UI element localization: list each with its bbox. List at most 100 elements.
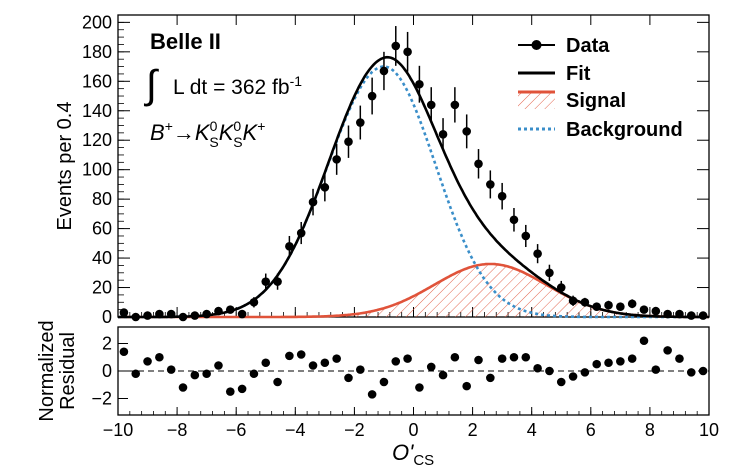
residual-point xyxy=(155,352,164,362)
data-point xyxy=(509,215,519,225)
residual-point xyxy=(273,377,282,387)
top-y-tick-label: 0 xyxy=(102,307,112,327)
decay-label: B+→K0 SK0 SK+ xyxy=(150,118,265,150)
data-point xyxy=(119,308,129,317)
bottom-axis-ticks: −10 −8 −6 −4 −2 0 2 4 6 8 10 −2 0 2 xyxy=(91,334,719,441)
x-axis-label: O'CS xyxy=(392,440,434,469)
data-point xyxy=(261,277,271,286)
bottom-y-tick-label: −2 xyxy=(91,389,112,409)
data-point xyxy=(474,159,483,169)
data-point xyxy=(202,309,211,319)
top-y-tick-label: 40 xyxy=(92,248,112,268)
residual-point xyxy=(627,354,637,363)
data-point xyxy=(356,118,365,127)
data-point xyxy=(308,197,318,207)
top-y-axis-label: Events per 0.4 xyxy=(54,102,76,231)
residual-point xyxy=(344,373,353,383)
top-y-tick-label: 180 xyxy=(82,42,112,62)
bottom-y-axis-label-line1: Normalized xyxy=(36,320,58,421)
legend-background-label: Background xyxy=(566,119,683,141)
x-tick-label: 8 xyxy=(645,420,655,440)
residual-point xyxy=(639,336,649,346)
data-point xyxy=(225,305,235,314)
legend-signal-label: Signal xyxy=(566,90,626,112)
luminosity-label: L dt = 362 fb-1 xyxy=(173,73,302,99)
residual-point xyxy=(214,361,223,370)
x-tick-label: −2 xyxy=(344,420,365,440)
x-tick-label: 2 xyxy=(468,420,478,440)
residual-point xyxy=(509,352,519,362)
residual-points xyxy=(119,336,708,399)
data-point xyxy=(521,231,531,241)
data-point xyxy=(426,100,436,110)
residual-point xyxy=(178,383,188,392)
residual-point xyxy=(367,390,377,399)
data-point xyxy=(627,299,637,309)
residual-point xyxy=(580,368,590,377)
data-point xyxy=(143,311,152,320)
x-tick-label: 10 xyxy=(699,420,719,440)
data-point xyxy=(450,100,460,110)
data-point xyxy=(237,309,247,319)
residual-point xyxy=(261,358,271,368)
data-point xyxy=(214,306,223,316)
data-point xyxy=(190,311,200,320)
residual-point xyxy=(296,350,306,359)
residual-point xyxy=(190,370,200,380)
top-y-tick-label: 80 xyxy=(92,189,112,209)
residual-point xyxy=(486,373,495,383)
data-point xyxy=(639,305,649,314)
top-y-tick-label: 200 xyxy=(82,12,112,32)
data-point xyxy=(698,311,708,320)
residual-point xyxy=(616,357,625,366)
residual-point xyxy=(663,346,672,355)
x-tick-label: 0 xyxy=(408,420,418,440)
data-point xyxy=(166,309,176,319)
residual-point xyxy=(474,355,483,365)
data-point xyxy=(344,137,353,146)
data-point xyxy=(497,191,507,201)
data-point xyxy=(686,311,696,320)
residual-point xyxy=(391,357,401,366)
data-point xyxy=(296,228,306,238)
bottom-y-tick-label: 0 xyxy=(102,361,112,381)
top-y-tick-label: 20 xyxy=(92,278,112,298)
residual-point xyxy=(166,365,176,374)
top-y-tick-label: 120 xyxy=(82,130,112,150)
legend: Data Fit Signal Background xyxy=(518,35,683,141)
experiment-label: Belle II xyxy=(150,29,221,54)
x-tick-label: −4 xyxy=(285,420,306,440)
top-panel-frame xyxy=(117,14,710,318)
residual-point xyxy=(119,347,129,357)
data-point xyxy=(592,302,602,311)
residual-point xyxy=(521,352,531,362)
data-point xyxy=(568,296,578,306)
data-point xyxy=(616,302,625,311)
residual-point xyxy=(438,370,448,380)
top-axis-ticks: 0 20 40 60 80 100 120 140 160 180 200 xyxy=(82,12,710,327)
residual-point xyxy=(379,377,389,387)
data-point xyxy=(545,268,554,278)
x-tick-label: 6 xyxy=(586,420,596,440)
data-point xyxy=(273,277,282,286)
bottom-y-axis-label-line2: Residual xyxy=(57,332,79,410)
residual-point xyxy=(320,358,330,368)
data-point xyxy=(403,47,412,57)
data-point xyxy=(486,180,495,189)
residual-point xyxy=(403,354,412,363)
residual-point xyxy=(675,354,684,363)
integral-sign: ∫ xyxy=(144,63,160,107)
residual-point xyxy=(545,366,554,376)
data-point xyxy=(391,41,401,51)
x-tick-label: 4 xyxy=(527,420,537,440)
residual-point xyxy=(332,354,341,363)
data-point xyxy=(651,306,661,316)
data-point xyxy=(155,309,164,319)
data-point xyxy=(580,297,590,307)
data-point xyxy=(178,312,188,322)
residual-point xyxy=(698,366,708,376)
data-point xyxy=(438,130,448,139)
data-point xyxy=(556,283,566,292)
residual-point xyxy=(568,372,578,381)
